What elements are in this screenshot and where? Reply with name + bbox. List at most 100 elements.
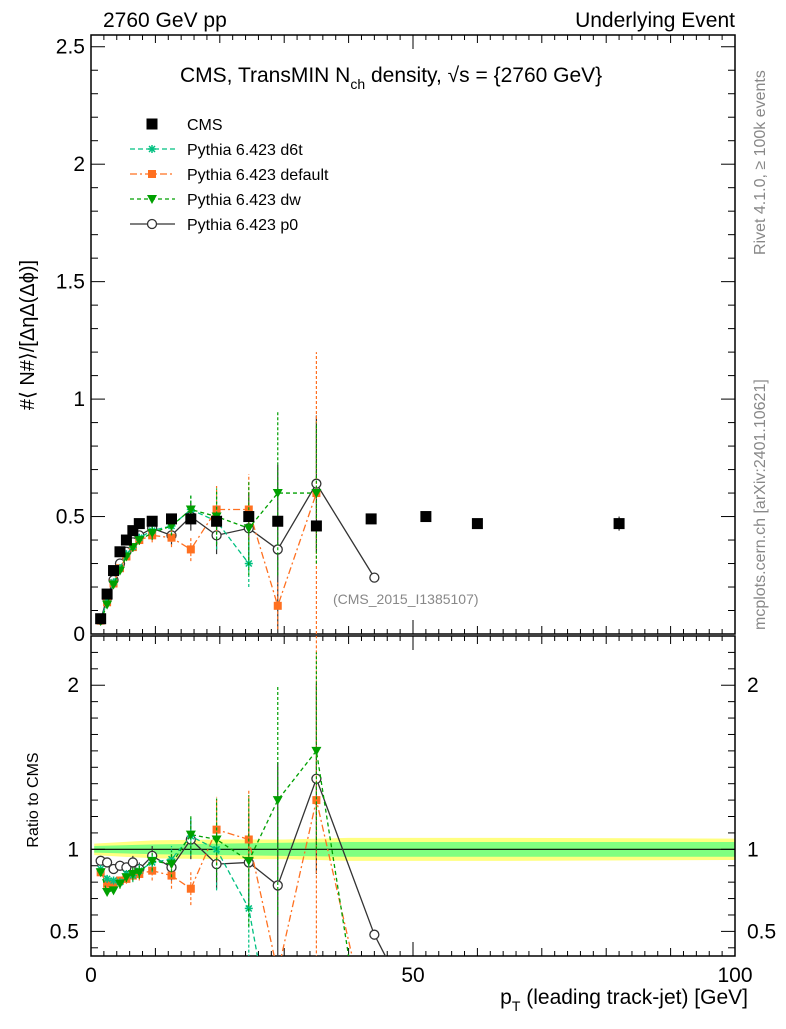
ratio-y-tick-label: 2	[67, 674, 79, 697]
p0-point	[369, 572, 380, 583]
legend-item-d6t: Pythia 6.423 d6t	[130, 142, 303, 159]
p0-point	[369, 929, 380, 940]
dw-point	[147, 528, 158, 538]
p0-point	[101, 857, 113, 868]
x-label-tail: (leading track-jet) [GeV]	[520, 986, 748, 1009]
dw-point	[211, 835, 222, 845]
mcplots-label: mcplots.cern.ch [arXiv:2401.10621]	[752, 379, 769, 630]
d6t-point-stroke	[148, 145, 156, 153]
cms-point	[146, 118, 158, 130]
dw-point	[121, 873, 132, 883]
dw-point	[243, 524, 254, 534]
cms-point	[114, 546, 126, 558]
dw-point	[102, 600, 113, 610]
cms-point	[127, 525, 139, 537]
ratio-data	[95, 636, 387, 956]
legend-label: Pythia 6.423 default	[187, 167, 329, 184]
default-point	[167, 533, 176, 542]
dw-point	[185, 505, 196, 515]
rivet-label: Rivet 4.1.0, ≥ 100k events	[752, 70, 769, 255]
legend-item-p0: Pythia 6.423 p0	[130, 217, 298, 234]
dw-point	[108, 886, 119, 896]
dw-point	[147, 195, 157, 204]
cms-point	[613, 518, 625, 530]
y-tick-label: 1	[73, 388, 85, 411]
plot-title-sub: ch	[350, 76, 365, 92]
dw-line	[100, 492, 317, 622]
plot-title: CMS, TransMIN Nch density, √s = {2760 Ge…	[180, 64, 602, 92]
legend-label: CMS	[187, 117, 223, 134]
dw-point	[95, 868, 106, 878]
dw-point	[134, 536, 145, 546]
ratio-y-tick-label-right: 1	[747, 838, 759, 861]
dw-point	[102, 888, 113, 897]
ratio-y-tick-label-right: 2	[747, 674, 759, 697]
d6t-point	[244, 904, 253, 913]
ratio-ylabel: Ratio to CMS	[25, 752, 42, 847]
ratio-y-tick-label-right: 0.5	[747, 920, 776, 943]
y-tick-label: 0.5	[56, 506, 85, 529]
dw-point	[311, 746, 322, 756]
legend: CMS Pythia 6.423 d6t Pythia 6.423 default P…	[130, 117, 329, 234]
cms-point	[471, 518, 483, 530]
analysis-label: (CMS_2015_I1385107)	[333, 591, 479, 607]
plot-title-tail: density, √s = {2760 GeV}	[365, 64, 602, 87]
cms-point	[243, 511, 255, 523]
default-point	[273, 601, 282, 610]
default-point	[103, 879, 112, 888]
dw-point	[311, 489, 322, 499]
header-left: 2760 GeV pp	[103, 9, 227, 32]
main-panel: 0 0.5 1 1.5 2 2.5	[56, 34, 736, 646]
ratio-y-tick-label: 1	[67, 838, 79, 861]
legend-item-default: Pythia 6.423 default	[130, 167, 329, 184]
cms-point	[120, 534, 132, 546]
cms-point	[108, 565, 120, 577]
cms-point	[101, 588, 113, 600]
d6t-point-stroke	[245, 904, 253, 912]
default-point	[186, 884, 195, 893]
dw-point	[108, 580, 119, 590]
d6t-point-stroke	[110, 876, 118, 885]
dw-point	[185, 830, 196, 840]
x-tick-label: 50	[401, 964, 424, 987]
cms-point	[310, 520, 322, 532]
cms-point	[166, 513, 177, 525]
dw-point	[166, 860, 177, 870]
main-ylabel: #⟨ N#⟩/[ΔηΔ(Δϕ)]	[17, 260, 39, 410]
dw-point	[243, 856, 254, 866]
legend-label: Pythia 6.423 dw	[187, 192, 301, 209]
d6t-point	[103, 874, 112, 883]
dw-point	[147, 856, 158, 866]
cms-point	[185, 513, 197, 525]
legend-label: Pythia 6.423 p0	[187, 217, 298, 234]
dw-point	[127, 869, 138, 879]
dw-point	[272, 796, 283, 806]
ratio-y-tick-label: 0.5	[50, 920, 79, 943]
p0-point	[146, 218, 158, 230]
dw-point	[114, 879, 125, 889]
default-point	[312, 796, 321, 805]
cms-point	[272, 515, 284, 527]
cms-point	[365, 513, 377, 525]
legend-item-cms: CMS	[146, 117, 223, 134]
default-point	[186, 545, 195, 554]
dw-point	[272, 489, 283, 499]
legend-label: Pythia 6.423 d6t	[187, 142, 303, 159]
cms-point	[133, 518, 145, 530]
legend-item-dw: Pythia 6.423 dw	[130, 192, 301, 209]
x-axis-label: pT (leading track-jet) [GeV]	[500, 986, 748, 1014]
x-label-sub: T	[512, 998, 521, 1014]
x-tick-label: 0	[85, 964, 97, 987]
y-tick-label: 0	[73, 623, 85, 646]
d6t-point-stroke	[103, 875, 111, 883]
p0-point	[127, 857, 139, 868]
y-tick-label: 2	[73, 153, 85, 176]
cms-point	[211, 515, 223, 527]
cms-point	[420, 511, 432, 523]
dw-point	[134, 868, 145, 878]
main-data	[95, 352, 625, 634]
x-label-main: p	[500, 986, 512, 1009]
ratio-panel: 0 50 100 0.5 0.5 1 1 2 2	[50, 635, 776, 987]
header-right: Underlying Event	[575, 9, 735, 32]
